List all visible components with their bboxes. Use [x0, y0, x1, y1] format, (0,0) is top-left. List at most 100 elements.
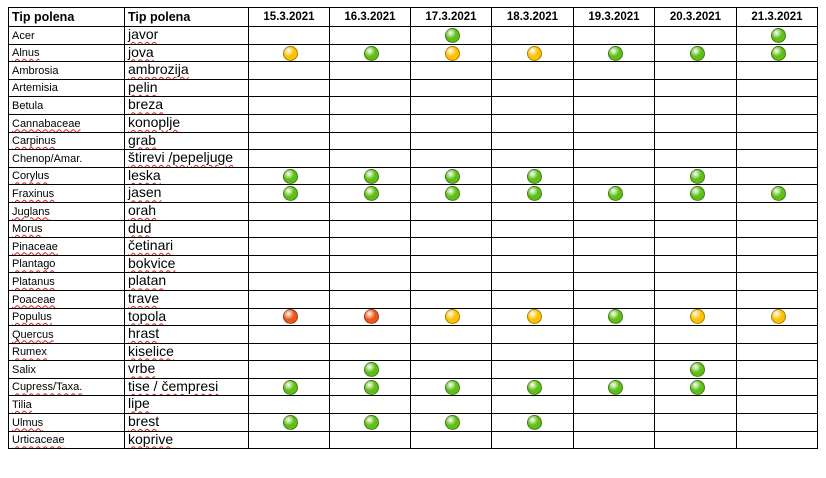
pollen-level-cell	[329, 342, 411, 362]
table-row: Salix vrbe	[8, 360, 818, 379]
pollen-level-cell	[248, 413, 330, 432]
pollen-level-cell	[329, 61, 411, 80]
latin-name-text: Corylus	[12, 170, 50, 183]
pollen-level-cell	[654, 430, 737, 450]
pollen-level-cell	[491, 26, 574, 45]
pollen-level-cell	[329, 96, 411, 115]
header-date: 21.3.2021	[736, 7, 818, 27]
pollen-level-cell	[573, 289, 655, 309]
pollen-level-cell	[491, 166, 574, 186]
pollen-local-name: grab	[124, 131, 249, 151]
pollen-latin-name: Corylus	[8, 166, 125, 186]
yellow-level-dot-icon	[445, 45, 460, 61]
table-row: Plantago bokvice	[8, 254, 818, 274]
pollen-level-cell	[329, 201, 411, 221]
pollen-level-cell	[654, 360, 737, 379]
pollen-level-cell	[573, 184, 655, 203]
latin-name-text: Cupress/Taxa.	[12, 381, 83, 394]
pollen-level-cell	[329, 78, 411, 98]
pollen-level-cell	[329, 254, 411, 274]
pollen-level-cell	[573, 43, 655, 63]
table-row: Platanus platan	[8, 272, 818, 291]
pollen-level-cell	[491, 237, 574, 256]
pollen-level-cell	[736, 360, 818, 379]
pollen-level-cell	[329, 360, 411, 379]
pollen-latin-name: Plantago	[8, 254, 125, 274]
local-name-text: leska	[128, 167, 161, 183]
pollen-level-cell	[654, 43, 737, 63]
local-name-text: konoplje	[128, 114, 181, 130]
latin-name-text: Artemisia	[12, 82, 58, 95]
green-level-dot-icon	[526, 379, 542, 395]
pollen-level-cell	[248, 43, 330, 63]
table-row: Pinaceae četinari	[8, 237, 818, 256]
table-row: Ambrosia ambrozija	[8, 61, 818, 80]
pollen-level-cell	[248, 219, 330, 239]
latin-name-text: Acer	[12, 29, 35, 42]
local-name-text: vrbe	[128, 360, 156, 377]
pollen-level-cell	[573, 307, 655, 327]
pollen-table: Tip polena Tip polena 15.3.2021 16.3.202…	[8, 7, 818, 450]
latin-name-text: Urticaceae	[12, 434, 65, 447]
green-level-dot-icon	[689, 186, 705, 202]
pollen-local-name: brest	[124, 413, 249, 432]
pollen-level-cell	[329, 430, 411, 450]
pollen-level-cell	[654, 237, 737, 256]
pollen-latin-name: Urticaceae	[8, 430, 125, 450]
pollen-level-cell	[329, 149, 411, 168]
pollen-level-cell	[410, 43, 492, 63]
latin-name-text: Ulmus	[12, 416, 44, 429]
green-level-dot-icon	[445, 168, 460, 184]
table-row: Betula breza	[8, 96, 818, 115]
green-level-dot-icon	[689, 379, 705, 395]
orange-level-dot-icon	[364, 309, 379, 325]
pollen-local-name: topola	[124, 307, 249, 327]
pollen-local-name: štirevi /pepeljuge	[124, 149, 249, 168]
pollen-level-cell	[573, 113, 655, 133]
pollen-latin-name: Betula	[8, 96, 125, 115]
pollen-level-cell	[248, 289, 330, 309]
pollen-level-cell	[491, 289, 574, 309]
local-name-text: ambrozija	[128, 61, 189, 78]
pollen-level-cell	[573, 96, 655, 115]
pollen-level-cell	[654, 166, 737, 186]
pollen-level-cell	[410, 237, 492, 256]
yellow-level-dot-icon	[689, 309, 705, 325]
table-row: Acer javor	[8, 26, 818, 45]
green-level-dot-icon	[771, 186, 786, 202]
pollen-level-cell	[329, 131, 411, 151]
table-row: Quercus hrast	[8, 325, 818, 344]
pollen-local-name: kiselice	[124, 342, 249, 362]
pollen-level-cell	[736, 342, 818, 362]
pollen-level-cell	[410, 430, 492, 450]
orange-level-dot-icon	[283, 309, 298, 325]
pollen-level-cell	[573, 131, 655, 151]
pollen-level-cell	[573, 149, 655, 168]
pollen-level-cell	[573, 325, 655, 344]
latin-name-text: Populus	[12, 311, 52, 324]
pollen-local-name: lipe	[124, 395, 249, 415]
green-level-dot-icon	[364, 379, 379, 395]
pollen-level-cell	[248, 430, 330, 450]
pollen-level-cell	[654, 377, 737, 397]
pollen-level-cell	[248, 360, 330, 379]
pollen-level-cell	[410, 395, 492, 415]
pollen-level-cell	[654, 96, 737, 115]
pollen-level-cell	[573, 166, 655, 186]
pollen-level-cell	[410, 272, 492, 291]
local-name-text: javor	[128, 26, 159, 42]
local-name-text: pelin	[128, 79, 158, 95]
local-name-text: tise / čempresi	[128, 378, 219, 394]
pollen-level-cell	[654, 149, 737, 168]
pollen-level-cell	[248, 131, 330, 151]
table-row: Ulmus brest	[8, 413, 818, 432]
pollen-level-cell	[248, 201, 330, 221]
pollen-level-cell	[248, 96, 330, 115]
local-name-text: bokvice	[128, 255, 176, 271]
pollen-level-cell	[654, 61, 737, 80]
pollen-level-cell	[573, 395, 655, 415]
table-row: Populus topola	[8, 307, 818, 327]
pollen-level-cell	[248, 342, 330, 362]
local-name-text: hrast	[128, 325, 160, 342]
pollen-level-cell	[491, 96, 574, 115]
